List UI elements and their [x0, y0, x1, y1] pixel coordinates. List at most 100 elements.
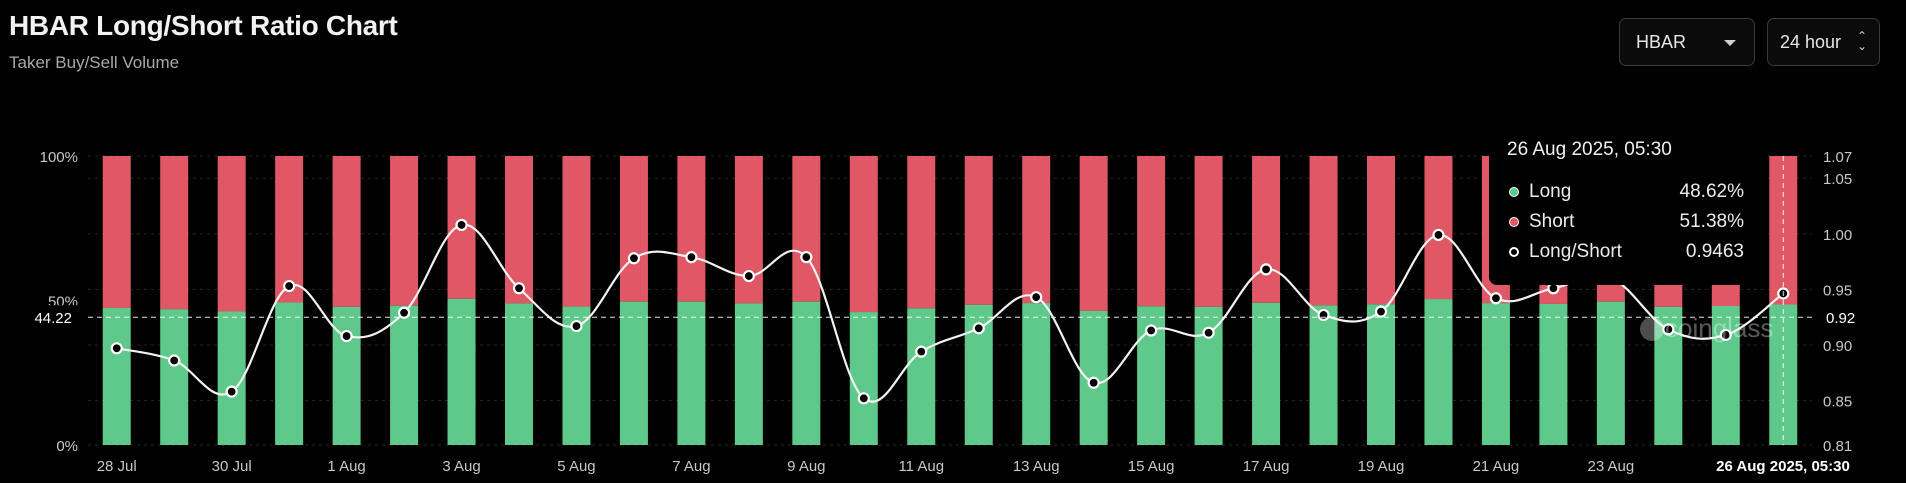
tooltip-row-short: Short 51.38% [1509, 207, 1744, 237]
x-tick-label: 23 Aug [1588, 458, 1635, 475]
short-bar [160, 156, 189, 310]
short-bar [1079, 156, 1108, 311]
long-bar [619, 301, 648, 445]
ratio-point [110, 342, 123, 355]
ratio-point [1374, 305, 1388, 318]
long-bar [1022, 303, 1051, 445]
x-tick-label: 28 Jul [97, 458, 137, 475]
short-bar [102, 156, 131, 309]
page-title: HBAR Long/Short Ratio Chart [9, 10, 398, 41]
long-bar [390, 305, 419, 445]
ratio-point [1432, 228, 1445, 242]
ratio-dot-icon [1509, 247, 1519, 257]
y-left-tick-label: 100% [40, 149, 78, 166]
y-right-tick-label: 1.07 [1823, 149, 1852, 166]
ratio-point [283, 279, 296, 293]
x-tick-label: 15 Aug [1128, 458, 1175, 475]
ratio-point [1030, 291, 1043, 304]
ratio-point [1259, 263, 1273, 276]
short-bar [505, 156, 533, 304]
x-tick-label: 11 Aug [898, 458, 944, 475]
asset-select-value: HBAR [1636, 31, 1687, 52]
ratio-point [397, 306, 411, 319]
short-bar [390, 156, 419, 306]
crosshair-right-label: 0.92 [1826, 310, 1855, 327]
long-bar [332, 306, 361, 445]
tooltip-row-ratio: Long/Short 0.9463 [1509, 237, 1744, 267]
short-bar [964, 156, 993, 305]
long-bar [275, 302, 304, 445]
short-bar [1252, 156, 1281, 303]
interval-select-value: 24 hour [1780, 31, 1842, 52]
ratio-point [1202, 326, 1215, 339]
long-bar [1424, 299, 1453, 445]
y-right-tick-label: 1.05 [1823, 171, 1852, 188]
x-tick-label: 19 Aug [1358, 458, 1405, 475]
short-bar [677, 156, 706, 302]
long-bar [447, 298, 476, 445]
ratio-point [1662, 323, 1675, 336]
short-bar [1137, 156, 1166, 307]
crosshair-bottom-tag [1703, 453, 1863, 479]
x-tick-label: 13 Aug [1013, 458, 1060, 475]
ratio-point [627, 252, 641, 265]
ratio-point [168, 354, 181, 367]
x-tick-label: 21 Aug [1473, 458, 1520, 475]
long-bar [217, 311, 246, 445]
ratio-point [857, 392, 870, 405]
chart-tooltip: 26 Aug 2025, 05:30 Long 48.62% Short 51.… [1489, 125, 1764, 285]
crosshair-right-tag [1812, 305, 1868, 330]
tooltip-label: Long/Short [1529, 241, 1622, 262]
short-bar [1309, 156, 1338, 306]
x-tick-label: 3 Aug [442, 458, 480, 475]
ratio-point [1087, 376, 1100, 389]
tooltip-value: 0.9463 [1685, 241, 1744, 262]
long-bar [849, 312, 878, 445]
long-bar [677, 301, 706, 445]
asset-select[interactable]: HBAR [1619, 18, 1755, 66]
tooltip-value: 51.38% [1679, 211, 1744, 232]
long-bar [1309, 305, 1338, 445]
y-right-tick-label: 1.00 [1823, 227, 1852, 244]
y-left-tick-label: 0% [56, 438, 78, 455]
long-bar [1367, 304, 1395, 445]
short-bar [1367, 156, 1395, 305]
long-bar [1596, 301, 1625, 445]
crosshair-bottom-label: 26 Aug 2025, 05:30 [1716, 458, 1850, 475]
ratio-point [800, 251, 813, 264]
long-bar [1539, 303, 1568, 445]
short-bar [849, 156, 878, 313]
tooltip-row-long: Long 48.62% [1509, 177, 1744, 207]
short-bar [275, 156, 304, 303]
short-dot-icon [1509, 217, 1519, 227]
ratio-point [915, 345, 928, 358]
interval-select[interactable]: 24 hour ⌃ ⌄ [1767, 18, 1880, 66]
chevron-down-icon [1724, 40, 1736, 46]
ratio-point [340, 329, 353, 343]
y-right-tick-label: 0.95 [1823, 282, 1852, 299]
ratio-point [1317, 308, 1330, 322]
ratio-point [1719, 328, 1732, 342]
tooltip-value: 48.62% [1679, 181, 1744, 202]
ratio-point [455, 218, 468, 232]
crosshair-left-tag [24, 305, 80, 330]
x-tick-label: 17 Aug [1243, 458, 1290, 475]
ratio-point [1489, 292, 1503, 305]
ratio-point [972, 322, 985, 335]
short-bar [907, 156, 936, 309]
short-bar [1022, 156, 1051, 304]
ratio-line-layer [110, 218, 1790, 405]
coinglass-logo-icon [1640, 317, 1664, 341]
y-right-tick-label: 0.81 [1823, 438, 1852, 455]
x-tick-label: 30 Jul [212, 458, 252, 475]
tooltip-label: Short [1529, 211, 1575, 232]
watermark: coinglass [1665, 313, 1773, 343]
ratio-point [685, 251, 698, 264]
tooltip-date: 26 Aug 2025, 05:30 [1507, 139, 1672, 160]
tooltip-label: Long [1529, 181, 1572, 202]
long-bar [734, 303, 763, 445]
ratio-point [1145, 324, 1158, 337]
crosshair-left-label: 44.22 [34, 310, 72, 327]
short-bar [792, 156, 821, 302]
